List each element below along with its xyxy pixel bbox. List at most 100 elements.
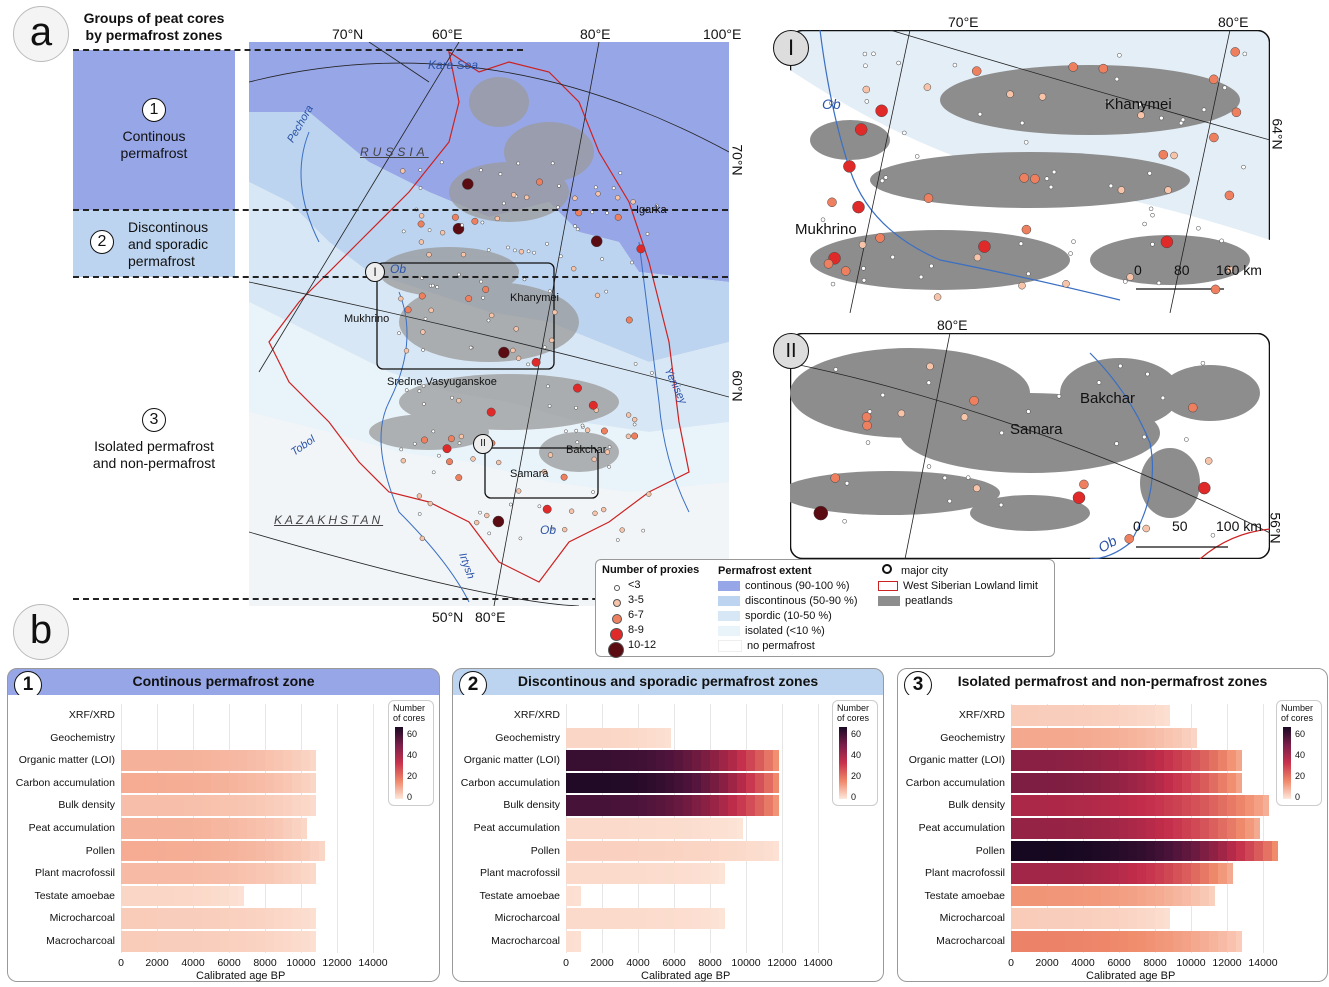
heatmap-cell	[575, 885, 581, 907]
heatmap-cell	[1200, 931, 1210, 952]
heatmap-cell	[1263, 795, 1269, 816]
core-site-marker	[592, 510, 598, 516]
heatmap-cell	[274, 772, 284, 794]
core-site-marker	[417, 512, 422, 516]
zone3-line1: Isolated permafrost	[94, 438, 214, 454]
colorbar-tick: 40	[1295, 750, 1306, 760]
heatmap-cell	[211, 818, 221, 839]
inset-i-scale-80: 80	[1174, 262, 1190, 278]
zone1-line2: permafrost	[120, 145, 188, 161]
heatmap-3-title: Isolated permafrost and non-permafrost z…	[957, 673, 1268, 689]
heatmap-cell	[566, 908, 576, 929]
core-site-marker	[427, 228, 432, 232]
heatmap-cell	[274, 818, 284, 839]
core-site-marker	[439, 230, 446, 236]
heatmap-cell	[1011, 885, 1021, 907]
label-russia: RUSSIA	[360, 145, 429, 159]
core-site-marker	[575, 440, 580, 445]
heatmap-cell	[139, 772, 149, 794]
core-site-marker	[498, 172, 503, 176]
inset-i-scale-160: 160 km	[1216, 262, 1262, 278]
heatmap-cell	[1011, 705, 1021, 726]
inset-ii-map	[790, 333, 1270, 559]
heatmap-cell	[1083, 818, 1093, 839]
heatmap-cell	[647, 908, 657, 929]
heatmap-cell	[1155, 705, 1165, 726]
core-site-marker	[1072, 491, 1086, 504]
heatmap-cell	[647, 750, 657, 771]
heatmap-cell	[121, 908, 131, 929]
heatmap-cell	[301, 908, 311, 929]
heatmap-row-label: XRF/XRD	[958, 709, 1005, 721]
heatmap-row-label: Peat accumulation	[918, 822, 1005, 834]
heatmap-cell	[1218, 931, 1228, 952]
heatmap-cell	[710, 840, 720, 862]
core-site-marker	[456, 397, 462, 404]
gridline	[1263, 704, 1264, 953]
heatmap-cell	[575, 840, 585, 862]
core-site-marker	[871, 51, 876, 57]
heatmap-cell	[1074, 908, 1084, 929]
heatmap-row-label: Microcharcoal	[494, 912, 560, 925]
heatmap-cell	[148, 818, 158, 839]
heatmap-cell	[193, 908, 203, 929]
core-site-marker	[460, 251, 467, 258]
heatmap-cell	[157, 863, 167, 884]
heatmap-cell	[229, 863, 239, 884]
heatmap-cell	[1146, 705, 1156, 726]
core-site-marker	[513, 248, 517, 253]
x-tick-label: 8000	[698, 956, 722, 969]
heatmap-cell	[1011, 772, 1021, 794]
heatmap-cell	[130, 863, 140, 884]
heatmap-cell	[1011, 908, 1021, 929]
heatmap-cell	[1137, 885, 1147, 907]
heatmap-cell	[265, 908, 275, 929]
heatmap-cell	[647, 818, 657, 839]
core-site-marker	[465, 295, 473, 303]
groups-title-line1: Groups of peat cores	[83, 10, 225, 26]
colorbar-gradient	[395, 727, 403, 799]
heatmap-cell	[692, 750, 702, 771]
core-site-marker	[918, 274, 924, 280]
colorbar-tick: 40	[407, 750, 418, 760]
core-site-marker	[1026, 409, 1031, 414]
zone1-band	[73, 50, 235, 210]
heatmap-cell	[1047, 885, 1057, 907]
heatmap-cell	[1101, 795, 1111, 816]
core-site-marker	[481, 295, 485, 300]
heatmap-cell	[283, 750, 293, 771]
x-tick-label: 2000	[1035, 956, 1059, 969]
heatmap-cell	[1227, 863, 1233, 884]
heatmap-cell	[1128, 705, 1138, 726]
inset-i-map	[790, 30, 1270, 313]
heatmap-cell	[1173, 727, 1183, 749]
heatmap-cell	[692, 840, 702, 862]
heatmap-cell	[148, 840, 158, 862]
heatmap-cell	[1119, 750, 1129, 771]
heatmap-cell	[1101, 727, 1111, 749]
core-site-marker	[522, 277, 527, 282]
legend-pf-3: spordic (10-50 %)	[718, 609, 858, 624]
core-site-marker	[862, 51, 868, 57]
heatmap-cell	[148, 885, 158, 907]
heatmap-cell	[1209, 885, 1215, 907]
heatmap-cell	[265, 750, 275, 771]
core-site-marker	[541, 469, 547, 475]
core-site-marker	[923, 83, 932, 91]
label-60e: 60°E	[432, 26, 463, 42]
zone1-label: 1 Continous permafrost	[73, 98, 235, 162]
heatmap-cell	[683, 818, 693, 839]
heatmap-cell	[1191, 885, 1201, 907]
core-site-marker	[883, 175, 889, 180]
heatmap-cell	[247, 818, 257, 839]
core-site-marker	[482, 286, 490, 293]
core-site-marker	[542, 345, 547, 350]
heatmap-cell	[665, 818, 675, 839]
core-site-marker	[614, 213, 622, 221]
heatmap-cell	[1128, 840, 1138, 862]
heatmap-cell	[1173, 931, 1183, 952]
core-site-marker	[1198, 481, 1211, 495]
heatmap-cell	[1065, 885, 1075, 907]
heatmap-cell	[665, 863, 675, 884]
heatmap-cell	[301, 795, 311, 816]
